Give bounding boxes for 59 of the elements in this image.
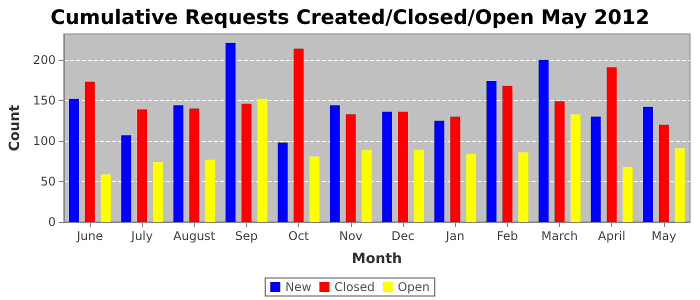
bar xyxy=(69,98,79,222)
x-tick-label: June xyxy=(76,229,103,243)
x-tick-label: Jan xyxy=(444,229,464,243)
bar xyxy=(137,109,148,222)
bar xyxy=(414,150,424,222)
x-tick-label: Dec xyxy=(391,229,415,243)
bar xyxy=(294,48,304,222)
bar xyxy=(310,156,320,222)
x-tick-label: March xyxy=(541,229,578,243)
bar xyxy=(153,162,163,222)
x-tick-label: April xyxy=(598,229,626,243)
bar xyxy=(398,112,408,222)
bar xyxy=(241,104,252,222)
bar xyxy=(362,150,372,222)
bar xyxy=(189,108,200,222)
bar xyxy=(205,160,216,222)
legend-label: Closed xyxy=(334,280,375,294)
x-axis-title: Month xyxy=(352,251,402,267)
y-tick-label: 0 xyxy=(48,215,56,229)
bar xyxy=(518,152,528,222)
y-tick-label: 200 xyxy=(32,52,56,67)
bar xyxy=(606,67,617,222)
bar xyxy=(643,106,653,222)
bar xyxy=(346,114,356,222)
legend-label: Open xyxy=(398,280,430,294)
bar xyxy=(466,154,476,222)
x-tick-label: Nov xyxy=(339,229,363,243)
y-tick-label: 50 xyxy=(40,174,56,188)
y-tick-label: 100 xyxy=(32,134,56,148)
bar xyxy=(434,120,444,222)
bar xyxy=(278,142,288,222)
x-tick-label: Oct xyxy=(288,229,310,243)
bar xyxy=(100,174,111,222)
y-axis-title: Count xyxy=(7,104,23,152)
bar xyxy=(226,42,236,222)
bar xyxy=(570,114,580,222)
bar xyxy=(382,112,392,222)
bar xyxy=(538,60,549,222)
bar xyxy=(658,124,669,222)
bar xyxy=(622,166,633,222)
legend-label: New xyxy=(285,280,312,294)
x-tick-label: May xyxy=(652,229,676,243)
bar xyxy=(450,116,460,222)
bar xyxy=(590,116,601,222)
x-tick-label: August xyxy=(173,229,216,243)
x-tick-label: Sep xyxy=(235,229,258,243)
bar xyxy=(674,148,685,222)
bar xyxy=(84,82,95,222)
bar xyxy=(257,98,268,222)
bar xyxy=(554,101,565,222)
bar xyxy=(121,135,132,222)
y-tick-label: 150 xyxy=(32,93,56,108)
x-tick-label: July xyxy=(130,229,153,243)
x-tick-label: Feb xyxy=(496,229,518,243)
bar xyxy=(173,105,184,222)
bar xyxy=(486,81,496,222)
bar xyxy=(502,86,512,222)
bar xyxy=(330,105,340,222)
chart-title: Cumulative Requests Created/Closed/Open May 2012 xyxy=(50,5,650,29)
